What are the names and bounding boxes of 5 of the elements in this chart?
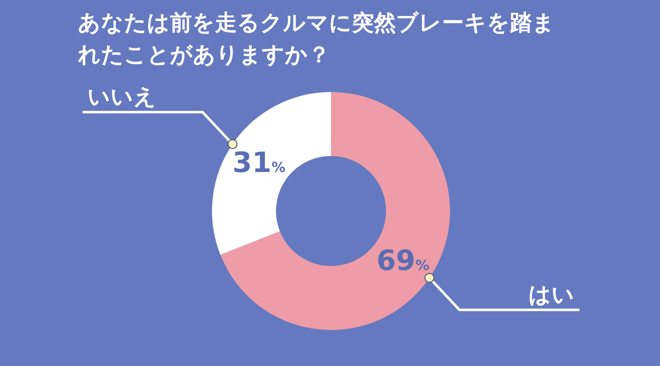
slice-label: はい	[528, 282, 574, 308]
data-label: 31%	[232, 146, 286, 180]
slice-label: いいえ	[88, 85, 157, 110]
chart-title: あなたは前を走るクルマに突然ブレーキを踏まれたことがありますか？	[77, 10, 555, 68]
data-label: 69%	[376, 244, 430, 277]
